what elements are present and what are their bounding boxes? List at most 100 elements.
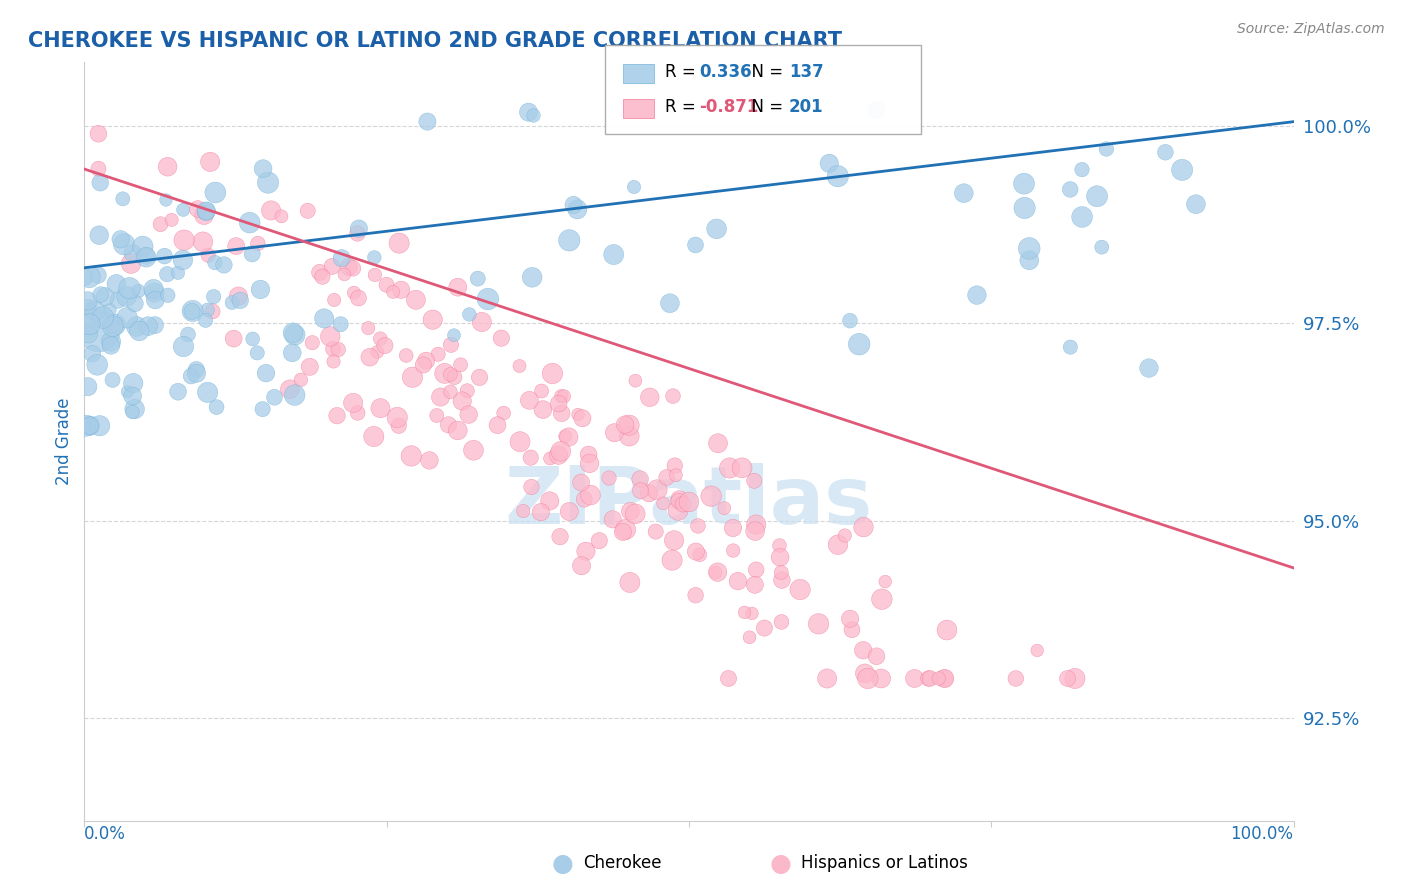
Point [260, 203, 283, 218]
Point [638, 390, 661, 404]
Text: 0.336: 0.336 [699, 62, 751, 80]
Point [704, 566, 727, 580]
Point [578, 448, 600, 462]
Point [135, 250, 157, 264]
Point [1014, 201, 1036, 215]
Point [82, 347, 104, 361]
Point [186, 362, 208, 376]
Point [770, 573, 793, 587]
Point [713, 501, 735, 516]
Point [928, 672, 950, 686]
Point [401, 449, 423, 463]
Point [852, 520, 875, 534]
Text: R =: R = [665, 62, 702, 80]
Point [387, 410, 409, 425]
Point [195, 203, 218, 218]
Point [619, 575, 641, 590]
Point [1185, 197, 1208, 211]
Point [686, 519, 709, 533]
Point [246, 346, 269, 360]
Point [672, 497, 695, 511]
Point [416, 114, 439, 128]
Point [228, 289, 250, 303]
Point [457, 408, 479, 422]
Point [382, 285, 405, 299]
Point [401, 370, 423, 384]
Point [90, 287, 112, 301]
Point [346, 227, 368, 241]
Point [440, 338, 463, 352]
Point [1171, 162, 1194, 177]
Point [447, 280, 470, 294]
Point [76, 293, 98, 308]
Text: ZIPatlas: ZIPatlas [505, 463, 873, 541]
Point [322, 354, 344, 368]
Point [852, 643, 875, 657]
Point [342, 396, 364, 410]
Point [541, 367, 564, 381]
Point [658, 296, 681, 310]
Point [579, 488, 602, 502]
Point [405, 293, 427, 307]
Point [418, 453, 440, 467]
Point [645, 483, 668, 497]
Point [768, 539, 790, 553]
Point [841, 623, 863, 637]
Point [1018, 241, 1040, 255]
Text: ●: ● [551, 852, 574, 875]
Point [443, 370, 465, 384]
Point [202, 290, 225, 304]
Point [368, 332, 391, 346]
Point [548, 530, 571, 544]
Point [254, 366, 277, 380]
Point [706, 565, 728, 579]
Point [612, 524, 634, 539]
Point [471, 315, 494, 329]
Point [664, 458, 686, 473]
Point [603, 247, 626, 261]
Point [1137, 361, 1160, 376]
Point [870, 672, 893, 686]
Point [839, 314, 862, 328]
Point [685, 238, 707, 252]
Point [290, 373, 312, 387]
Point [155, 193, 177, 207]
Point [426, 409, 449, 423]
Point [519, 450, 541, 465]
Point [415, 353, 437, 368]
Point [204, 186, 226, 200]
Point [120, 257, 142, 271]
Point [222, 332, 245, 346]
Point [789, 582, 811, 597]
Point [917, 672, 939, 686]
Point [614, 523, 637, 537]
Point [314, 311, 336, 326]
Point [624, 374, 647, 388]
Point [628, 472, 651, 486]
Point [1095, 142, 1118, 156]
Point [619, 429, 641, 443]
Point [492, 406, 515, 420]
Point [547, 397, 569, 411]
Point [252, 402, 274, 417]
Point [678, 495, 700, 509]
Point [124, 296, 146, 310]
Point [122, 376, 145, 391]
Point [197, 302, 219, 317]
Point [328, 343, 350, 357]
Point [153, 249, 176, 263]
Point [79, 318, 101, 332]
Text: 100.0%: 100.0% [1230, 824, 1294, 843]
Point [86, 358, 108, 372]
Point [301, 335, 323, 350]
Point [467, 271, 489, 285]
Point [115, 289, 138, 303]
Point [257, 176, 280, 190]
Point [79, 270, 101, 285]
Point [1018, 253, 1040, 268]
Point [395, 349, 418, 363]
Point [1071, 210, 1094, 224]
Point [934, 672, 956, 686]
Point [1059, 340, 1081, 354]
Point [201, 304, 224, 318]
